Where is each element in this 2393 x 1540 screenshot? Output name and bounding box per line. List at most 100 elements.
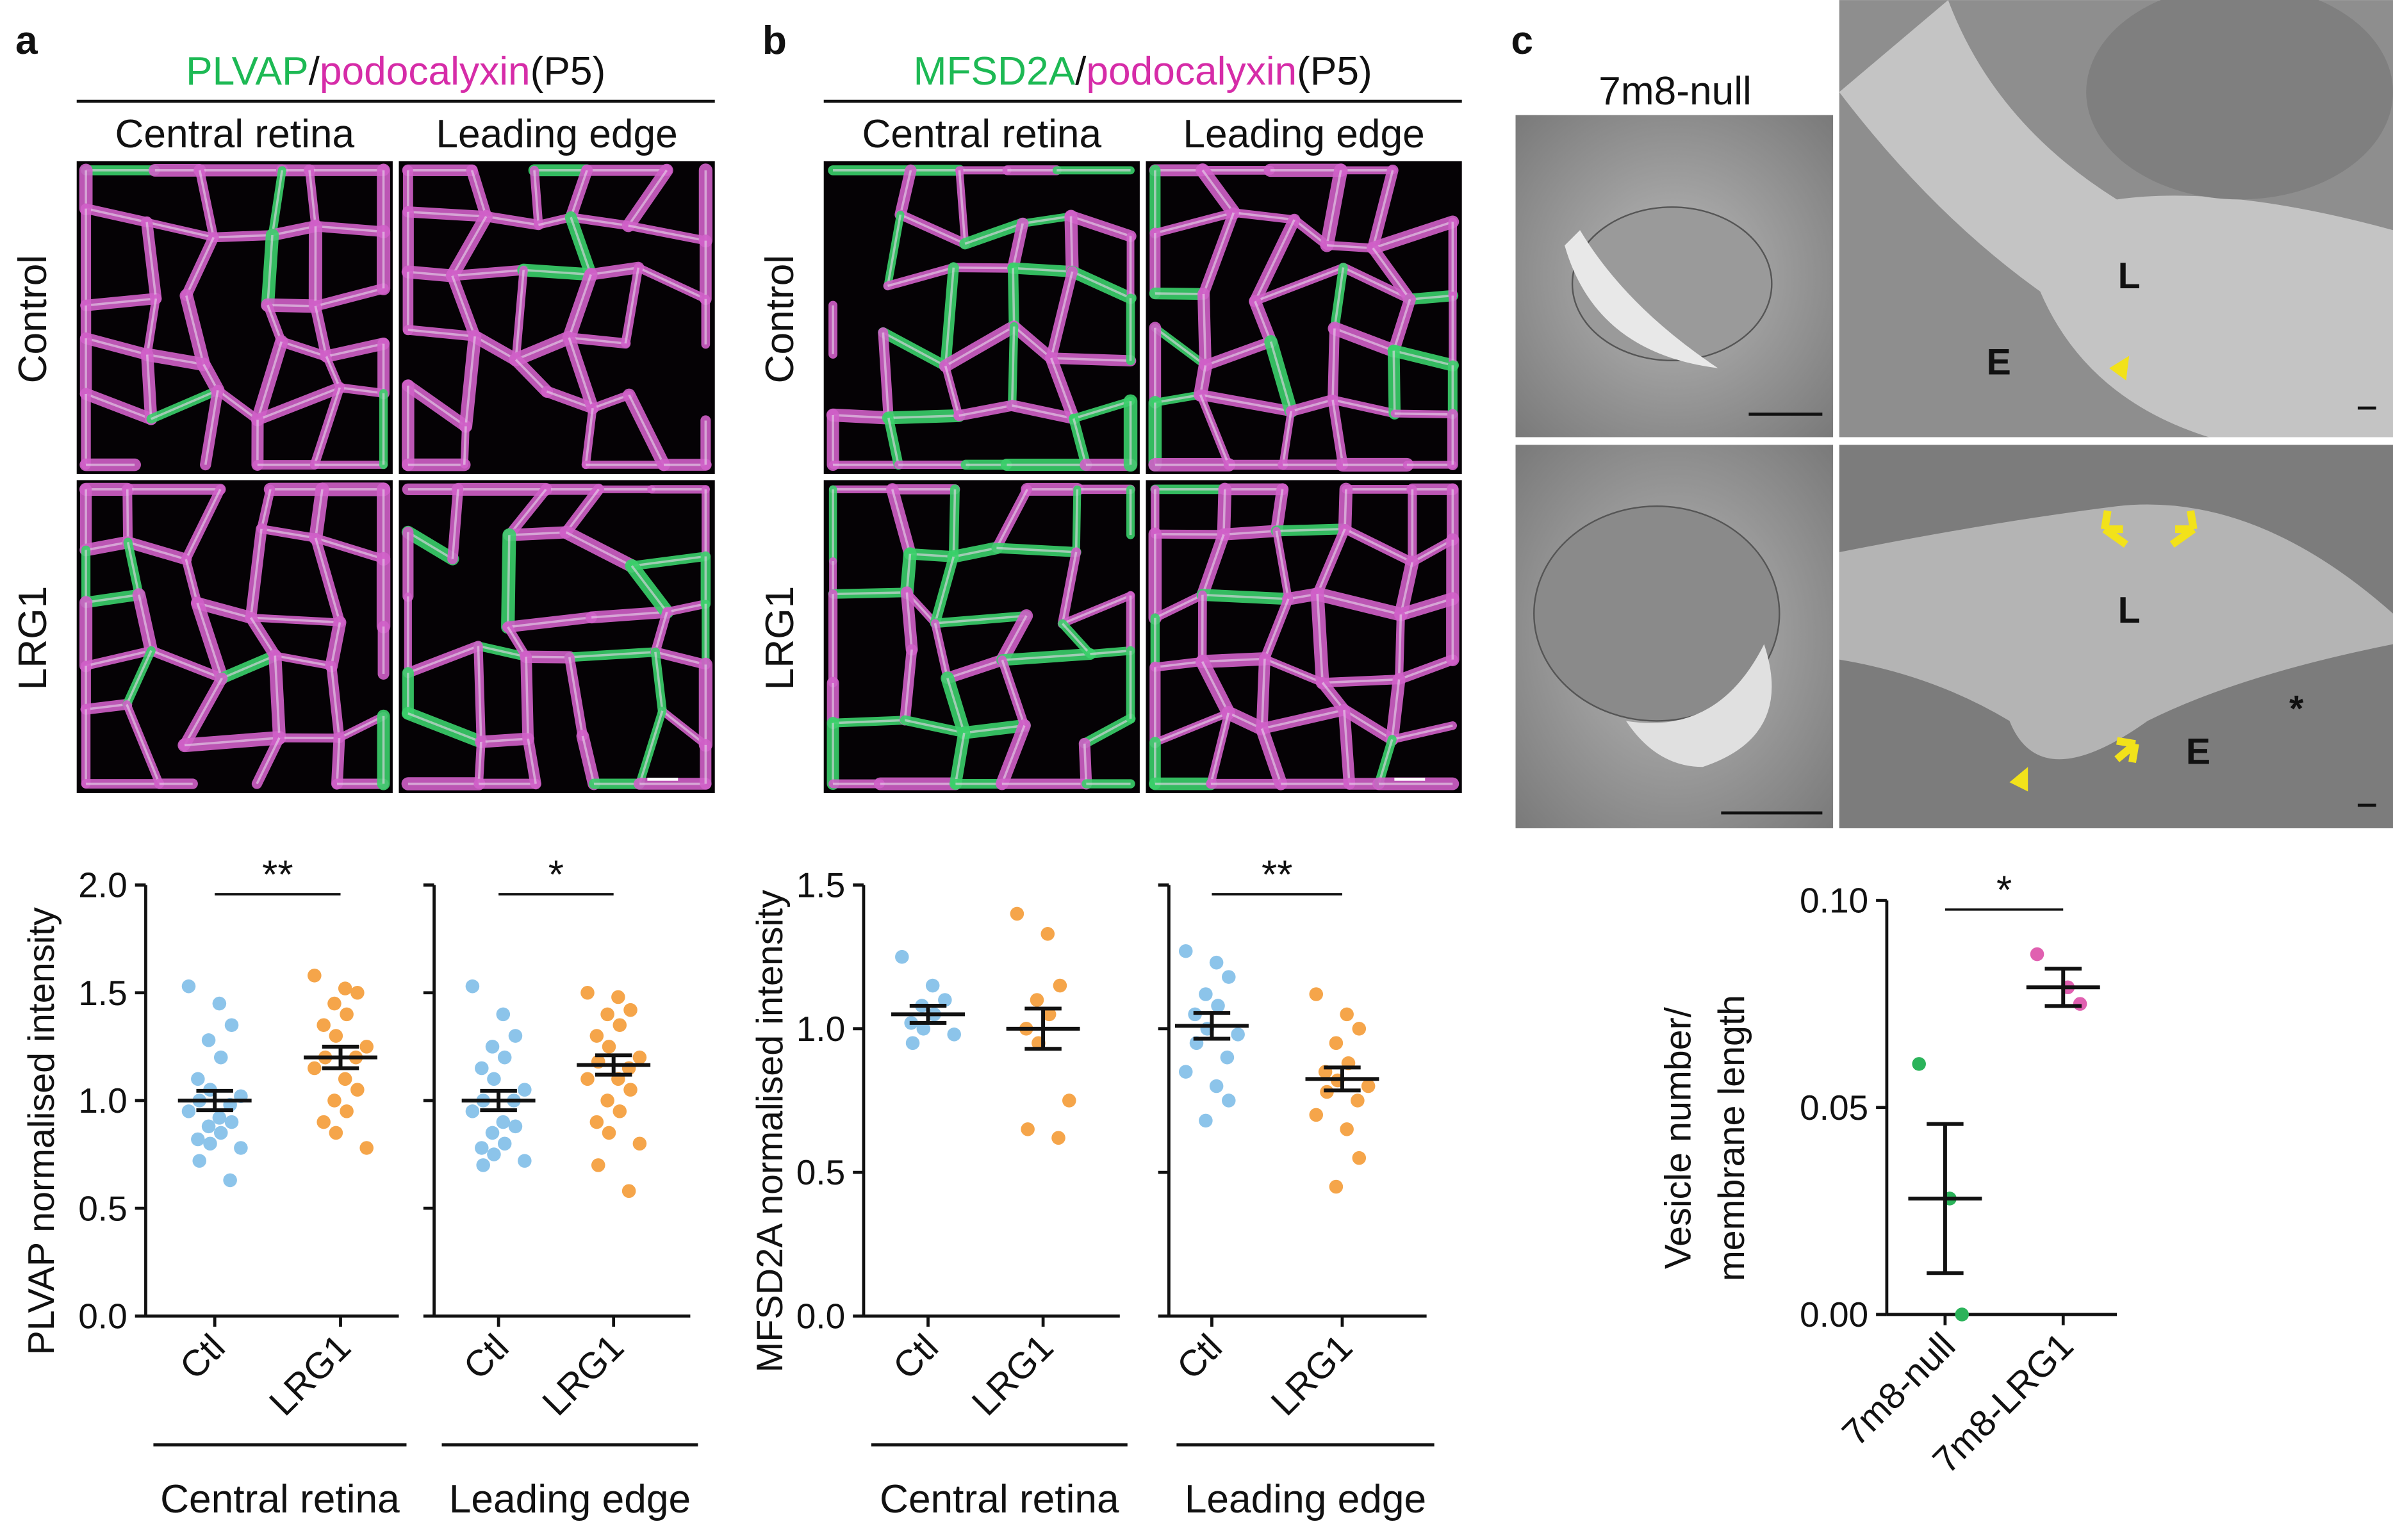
vessel-core — [85, 593, 140, 604]
vessel-core — [888, 414, 959, 420]
data-point — [213, 1126, 228, 1140]
vessel-core — [933, 623, 949, 679]
vessel-core — [910, 552, 954, 558]
vessel-core — [1262, 709, 1345, 730]
y-tick-label: 0.5 — [78, 1188, 127, 1228]
data-point — [1199, 987, 1213, 1001]
significance: ** — [262, 853, 293, 897]
vessel-core — [85, 393, 152, 420]
data-point — [181, 1104, 196, 1118]
data-point — [947, 1028, 961, 1042]
vessel-core — [569, 651, 655, 659]
title-part: podocalyxin — [1086, 49, 1297, 94]
vessel-core — [1201, 169, 1235, 214]
data-point — [1222, 1094, 1236, 1108]
vessel-core — [1071, 270, 1131, 299]
vessel-core — [1061, 552, 1078, 624]
arrowhead — [2009, 767, 2028, 792]
vessel-core — [1012, 223, 1024, 268]
vessel-core — [274, 654, 332, 668]
vessel-core — [952, 489, 957, 557]
vessel-core — [1254, 300, 1272, 343]
vessel-core — [1022, 215, 1071, 225]
vessel-core — [1326, 244, 1373, 250]
vessel-core — [944, 325, 1015, 367]
vessel-core — [465, 336, 476, 427]
vessel-core — [1399, 562, 1414, 615]
vessel-core — [256, 341, 283, 420]
data-point — [1030, 993, 1044, 1007]
data-point — [308, 969, 322, 983]
vessel-core — [507, 616, 592, 628]
data-point — [350, 985, 365, 1000]
vessel-core — [654, 651, 664, 711]
vessel-core — [147, 353, 204, 366]
y-axis-label: Vesicle number/ — [1657, 1007, 1698, 1269]
vessel-core — [1199, 394, 1230, 466]
vessel-core — [281, 340, 327, 358]
vessel-core — [204, 390, 219, 465]
vessel-core — [886, 214, 902, 286]
data-point — [350, 1083, 365, 1097]
annotation: E — [2186, 731, 2210, 772]
error-bar — [1024, 1006, 1062, 1051]
vessel-core — [584, 408, 594, 465]
title-part: podocalyxin — [320, 49, 530, 94]
title-part: MFSD2A — [914, 49, 1076, 94]
vessel-core — [570, 217, 592, 275]
y-tick-label: 0.0 — [796, 1296, 846, 1336]
vessel-core — [1069, 216, 1074, 272]
vessel-core — [631, 555, 706, 568]
data-point — [1010, 906, 1024, 921]
vessel-core — [1155, 211, 1234, 234]
vessel-core — [638, 710, 664, 785]
panel-label: b — [762, 19, 787, 63]
vessel-core — [514, 270, 525, 360]
vessel-core — [85, 703, 127, 711]
vessel-core — [407, 210, 486, 218]
error-bar — [909, 1003, 947, 1025]
vessel-core — [330, 622, 341, 666]
vessel-core — [463, 426, 467, 465]
vessel-core — [85, 207, 147, 224]
data-point — [1178, 944, 1193, 958]
vessel-core — [947, 659, 1003, 680]
vessel-core — [944, 365, 960, 416]
column-header: Central retina — [862, 112, 1101, 156]
vessel-core — [514, 359, 548, 393]
vessel-core — [509, 531, 566, 537]
vessel-core — [1051, 357, 1131, 362]
vessel-core — [1049, 357, 1075, 420]
row-label: 7m8-null — [1599, 69, 1752, 113]
vessel-core — [592, 393, 630, 409]
data-point — [1021, 1122, 1035, 1136]
vessel-core — [477, 646, 482, 742]
vessel-core — [1012, 404, 1074, 420]
vessel-core — [1001, 725, 1026, 785]
vessel-core — [661, 710, 707, 746]
vessel-core — [565, 488, 600, 534]
data-point — [600, 1094, 614, 1108]
vessel-core — [905, 592, 913, 650]
vessel-core — [1201, 660, 1229, 714]
data-point — [1231, 1028, 1245, 1042]
vessel-core — [1062, 594, 1131, 625]
vessel-core — [1155, 393, 1201, 404]
vessel-core — [891, 489, 912, 555]
significance: * — [1996, 868, 2012, 912]
vessel-core — [325, 356, 341, 388]
vessel-core — [1070, 215, 1131, 238]
vessel-core — [1090, 649, 1131, 655]
data-point — [1053, 978, 1067, 993]
vessel-core — [832, 719, 905, 725]
significance: ** — [1262, 853, 1292, 897]
data-point — [201, 1119, 216, 1134]
vessel-core — [486, 215, 539, 226]
data-point — [1352, 1022, 1367, 1036]
data-point — [591, 1158, 605, 1172]
error-bar — [2044, 967, 2082, 1008]
vessel-core — [527, 738, 537, 784]
data-point — [611, 990, 625, 1004]
data-point — [476, 1158, 490, 1172]
vessel-core — [833, 591, 907, 596]
